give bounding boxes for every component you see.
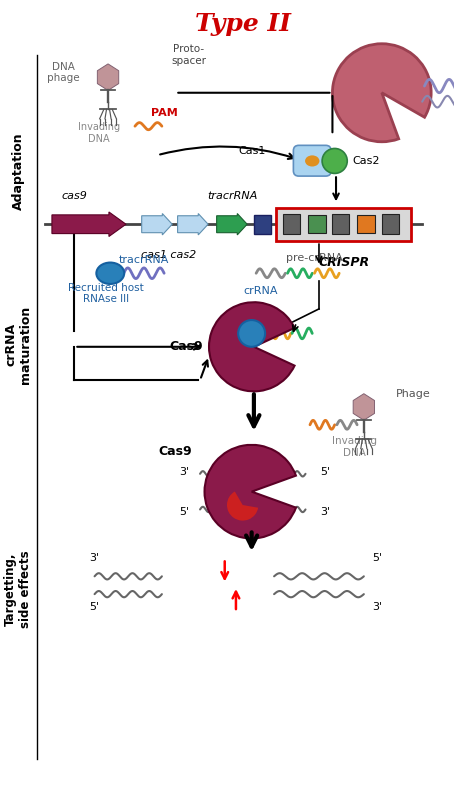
FancyArrow shape xyxy=(177,213,208,235)
FancyArrow shape xyxy=(142,213,172,235)
Text: tracrRNA: tracrRNA xyxy=(119,255,169,265)
Text: 3': 3' xyxy=(321,506,331,517)
Bar xyxy=(276,208,411,241)
Text: Cas1: Cas1 xyxy=(238,146,265,155)
Text: cas1 cas2: cas1 cas2 xyxy=(141,250,196,260)
Text: Cas9: Cas9 xyxy=(158,445,192,458)
Wedge shape xyxy=(209,302,294,391)
Polygon shape xyxy=(353,394,374,420)
Wedge shape xyxy=(333,43,431,142)
Text: Phage: Phage xyxy=(396,389,430,398)
Text: 5': 5' xyxy=(372,553,382,563)
Text: Proto-
spacer: Proto- spacer xyxy=(172,44,206,66)
Bar xyxy=(283,214,300,234)
Text: cas9: cas9 xyxy=(61,191,87,201)
Circle shape xyxy=(322,148,347,173)
Text: Recruited host
RNAse III: Recruited host RNAse III xyxy=(68,283,144,304)
Text: 3': 3' xyxy=(372,602,382,612)
Bar xyxy=(254,215,271,233)
Text: tracrRNA: tracrRNA xyxy=(207,191,258,201)
FancyBboxPatch shape xyxy=(293,146,331,176)
Text: Invading
DNA: Invading DNA xyxy=(332,436,377,458)
Text: pre-crRNA: pre-crRNA xyxy=(286,253,343,262)
Text: PAM: PAM xyxy=(151,108,177,118)
Wedge shape xyxy=(205,445,296,539)
Text: DNA
phage: DNA phage xyxy=(47,62,80,84)
Text: CRISPR: CRISPR xyxy=(318,256,369,270)
Text: Invading
DNA: Invading DNA xyxy=(78,122,120,143)
Text: crRNA: crRNA xyxy=(243,286,278,296)
FancyArrow shape xyxy=(217,213,247,235)
Wedge shape xyxy=(227,492,258,521)
Ellipse shape xyxy=(305,155,319,167)
Text: 5': 5' xyxy=(179,506,189,517)
Text: 5': 5' xyxy=(321,467,331,477)
Text: 3': 3' xyxy=(90,553,100,563)
Circle shape xyxy=(238,320,265,347)
Text: Cas2: Cas2 xyxy=(353,156,380,166)
Text: Adaptation: Adaptation xyxy=(12,132,25,209)
Polygon shape xyxy=(97,64,119,90)
Bar xyxy=(333,214,349,234)
Text: 5': 5' xyxy=(90,602,100,612)
Text: Targetting,
side effects: Targetting, side effects xyxy=(4,551,32,629)
Text: Type II: Type II xyxy=(195,12,291,35)
Ellipse shape xyxy=(96,262,124,284)
Text: 3': 3' xyxy=(179,467,189,477)
FancyArrow shape xyxy=(52,212,126,237)
Text: Cas9: Cas9 xyxy=(170,341,203,353)
Text: crRNA
maturation: crRNA maturation xyxy=(4,305,32,384)
Bar xyxy=(382,214,399,234)
